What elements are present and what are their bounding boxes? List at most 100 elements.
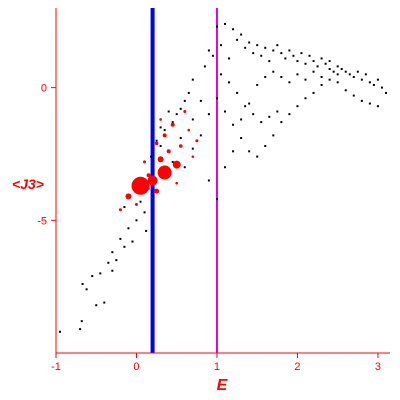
data-point-highlighted [147,175,158,186]
data-point [215,198,218,201]
data-point [292,54,295,57]
data-point [149,155,152,158]
data-point [179,137,182,140]
data-point [364,73,367,76]
data-point [272,134,275,137]
data-point [352,76,355,78]
data-point-highlighted [157,156,164,163]
data-point [260,54,263,57]
data-point [308,54,311,57]
data-point [224,166,227,169]
data-point [123,245,126,248]
data-point [244,105,247,108]
data-point [240,137,243,140]
data-point-highlighted [195,139,199,143]
y-tick-label: 0 [41,83,47,95]
data-point [348,73,351,76]
data-point-highlighted [191,155,195,158]
data-point [376,78,379,81]
data-point [80,320,83,323]
data-point-highlighted [118,208,122,212]
data-point-highlighted [157,165,172,180]
data-point [264,46,267,49]
data-point-highlighted [172,160,181,169]
data-point [171,121,174,124]
data-point [135,219,138,222]
data-point [324,62,327,65]
data-point [119,237,122,240]
data-point [296,105,299,108]
data-point [187,91,190,94]
data-point [95,304,98,307]
x-tick-label: 3 [375,361,381,373]
data-point [199,134,202,137]
data-point [272,49,275,52]
data-point [171,160,174,163]
data-point [280,121,283,124]
data-point [91,275,94,278]
data-point [352,94,355,97]
data-point [288,81,291,84]
data-point [219,73,222,76]
data-point [232,28,235,31]
data-point [215,25,218,28]
data-point [284,57,287,60]
data-point [143,211,146,214]
data-point [356,70,359,73]
data-point-highlighted [175,181,179,185]
axes: -1 0 1 2 3 -5 0 [37,8,390,373]
data-point [211,54,214,57]
data-point [248,41,251,44]
data-point [384,91,387,94]
y-tick-label: -5 [37,215,47,227]
data-point [228,57,231,60]
data-point [360,78,363,81]
data-point-highlighted [154,188,160,194]
data-point [372,83,375,86]
data-point-highlighted [183,110,187,113]
data-point [207,113,210,116]
data-point-highlighted [134,202,138,206]
data-point [320,83,323,86]
data-point [127,227,130,230]
data-point [232,123,235,126]
data-point-highlighted [170,122,175,127]
data-point [115,259,118,262]
x-axis-label: E [217,377,229,394]
data-point [81,283,84,285]
data-point [288,113,291,116]
data-point [203,65,206,68]
data-point [264,145,267,147]
data-point [183,166,186,169]
data-point [340,68,343,71]
data-point [316,65,319,68]
data-point [111,269,114,272]
data-point [167,110,170,113]
data-point [344,70,347,73]
data-point [248,102,251,105]
data-point [252,52,255,55]
data-point [272,70,275,73]
data-point [232,150,235,153]
data-point [304,78,307,81]
data-point [336,81,339,84]
data-point [139,200,142,203]
data-point [240,118,243,121]
data-point [320,76,323,78]
data-point [264,76,267,78]
data-point [191,78,194,81]
data-point [224,22,227,25]
data-point-highlighted [187,128,191,132]
data-point [79,328,82,331]
data-point [103,301,106,304]
data-point [336,73,339,76]
data-point [252,113,255,116]
data-point [207,49,210,52]
data-point [280,52,283,55]
data-point [191,118,194,121]
data-point [207,179,210,182]
data-point [304,97,307,100]
data-point-highlighted [143,160,147,164]
data-point [256,83,259,86]
